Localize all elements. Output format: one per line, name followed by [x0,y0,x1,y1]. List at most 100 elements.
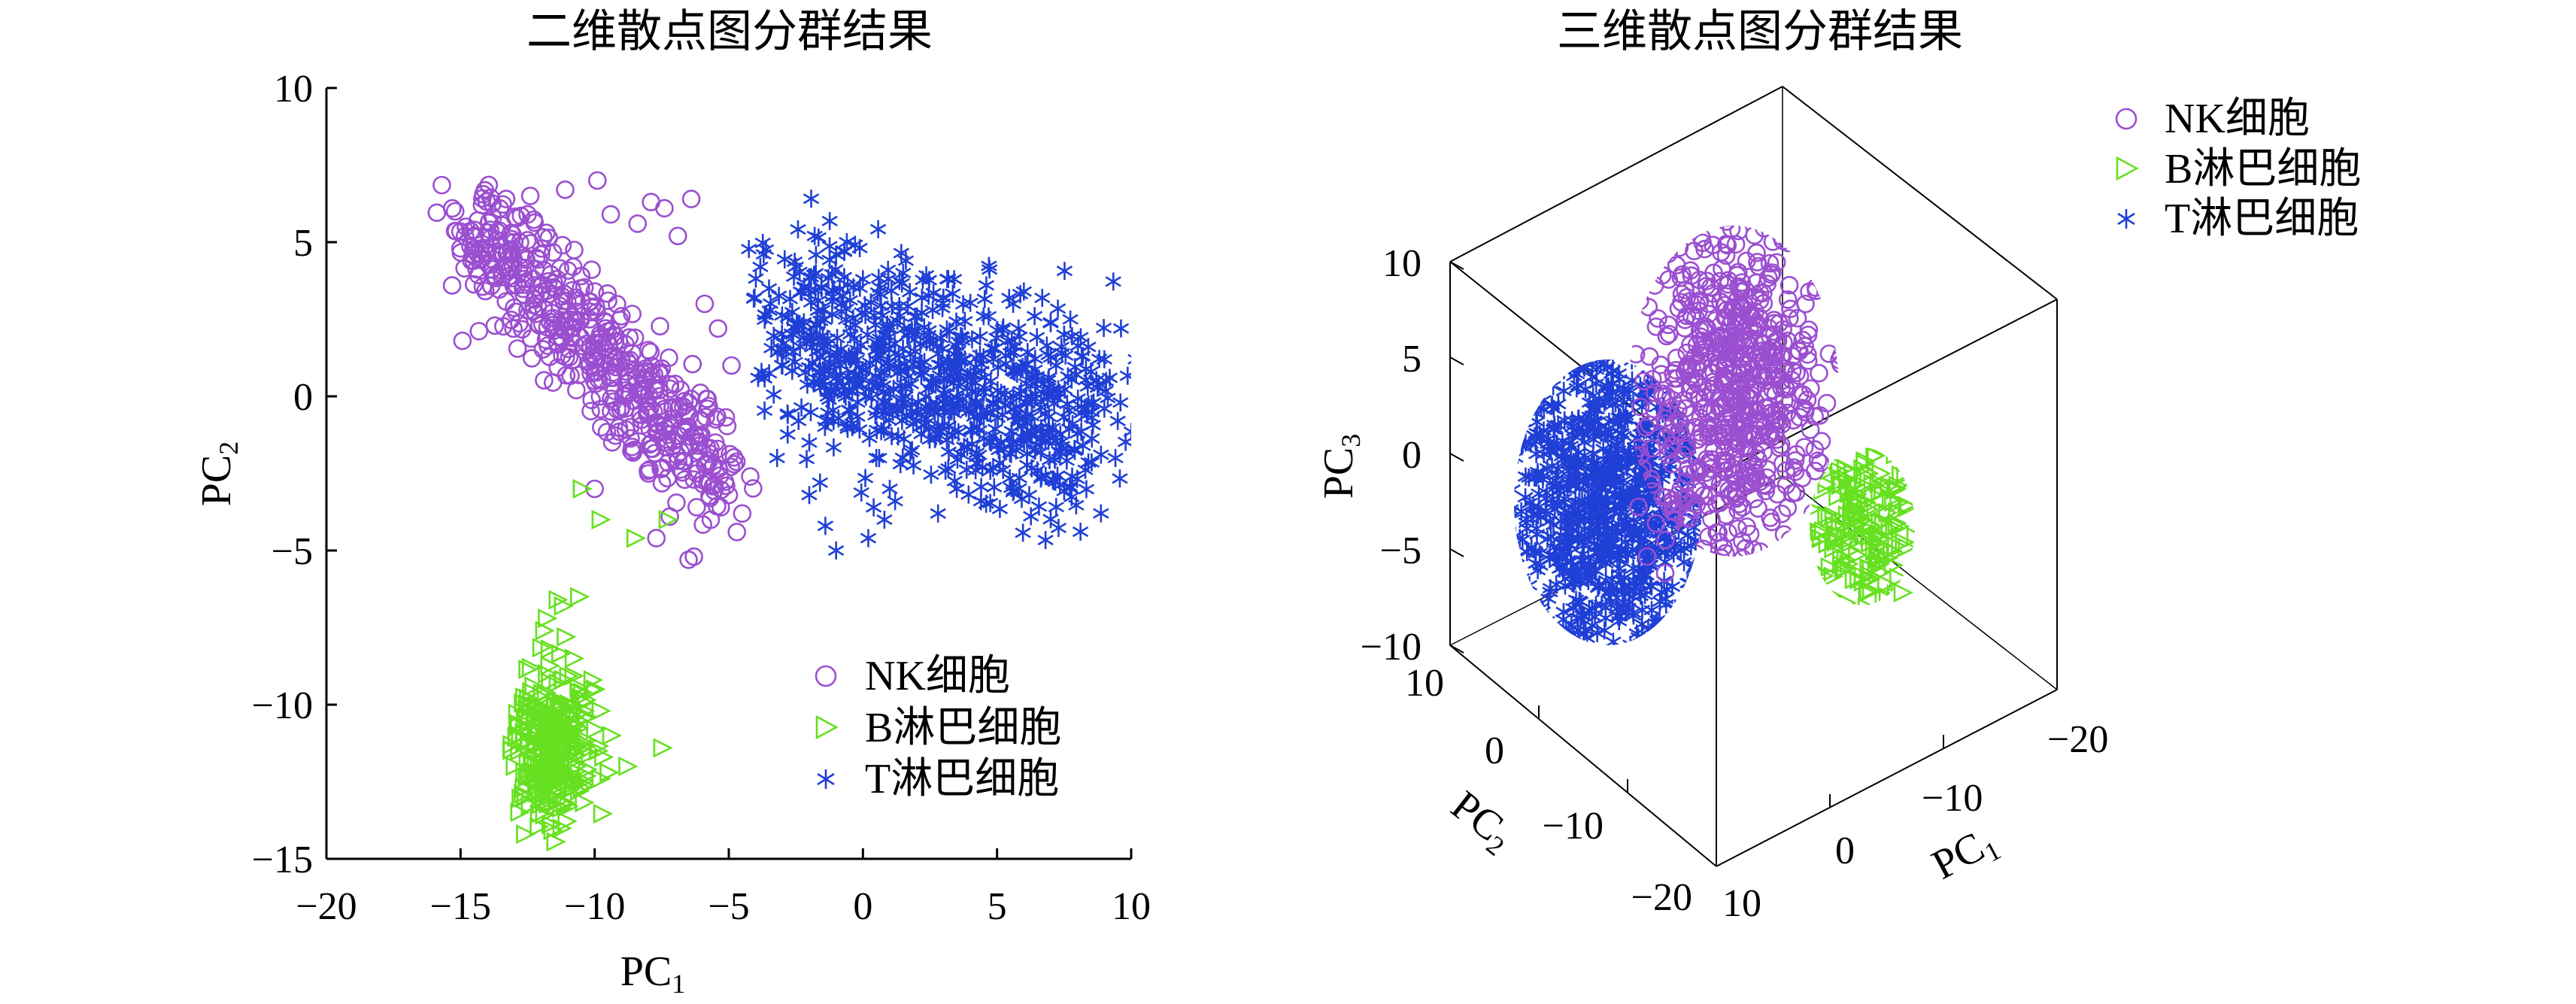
t-cell-point-3d [1673,712,1689,730]
chart-2d-x-label-sub: 1 [672,969,685,999]
t-cell-point [916,318,933,337]
b-cell-point [519,688,539,708]
b-cell-point [516,787,536,808]
t-cell-point [895,264,912,282]
nk-cell-point [540,312,560,332]
b-cell-point-3d [1845,475,1865,496]
t-cell-point [1056,481,1073,500]
t-cell-point [817,517,834,535]
t-cell-point-3d [1631,645,1646,663]
b-cell-point-3d [1864,541,1886,562]
x-tick-label: 10 [1112,885,1151,928]
chart-3d: 三维散点图分群结果 [1315,7,2361,925]
t-cell-point-3d [1657,553,1673,572]
nk-cell-point-3d [1673,490,1692,509]
nk-cell-point-3d [1651,355,1670,375]
b-cell-point [557,626,577,647]
b-cell-point-3d [1861,532,1881,554]
nk-cell-point [718,417,737,435]
t-cell-point [757,311,773,329]
nk-cell-point [473,277,493,296]
t-cell-point [753,362,770,381]
nk-cell-point [523,296,543,314]
nk-cell-point [596,313,615,332]
nk-cell-point-3d [1673,265,1692,284]
t-cell-point [1012,327,1028,346]
b-cell-point-3d [1810,520,1813,541]
nk-cell-point-3d [1792,399,1812,417]
nk-cell-point-3d [1772,227,1791,246]
t-cell-point [991,499,1009,518]
nk-cell-point-3d [1637,418,1655,437]
t-cell-point [1105,272,1121,291]
t-cell-point-3d [1528,632,1545,645]
tick-3d-x: −10 [1922,777,1983,820]
t-cell-point [1032,430,1048,449]
b-cell-point [618,756,639,777]
nk-cell-point-3d [1717,226,1736,231]
t-cell-point [972,492,989,511]
y-tick-label: −10 [252,684,313,727]
b-cell-point-3d [1868,549,1888,570]
nk-cell-point [582,297,602,317]
t-cell-point [1063,370,1080,389]
t-cell-point [1048,356,1064,375]
t-cell-point-3d [1556,411,1573,429]
t-cell-point [987,420,1004,438]
chart-2d-marks [427,171,1131,852]
t-cell-point-3d [1603,364,1620,383]
chart-3d-x-label-text: PC [1925,824,1992,889]
nk-cell-point-3d [1738,426,1757,446]
nk-cell-point-3d [1676,608,1692,624]
nk-cell-point-3d [1691,345,1710,365]
t-cell-point [890,427,906,446]
t-cell-point-3d [1569,648,1584,666]
b-cell-point-3d [1858,410,1875,426]
t-cell-point-3d [1598,317,1613,335]
t-cell-point [1112,393,1129,412]
b-cell-point-3d [1823,566,1844,587]
nk-cell-point-3d [1773,320,1792,339]
t-cell-point [1075,436,1091,455]
t-cell-point [822,381,839,399]
nk-cell-point-3d [1801,420,1820,439]
nk-cell-point-3d [1663,435,1682,455]
b-cell-point [559,796,579,817]
nk-cell-point-3d [1726,483,1746,502]
nk-cell-point [690,436,709,455]
nk-cell-point [695,294,715,314]
t-cell-point [910,393,927,412]
b-cell-point-3d [1872,528,1892,548]
nk-cell-point [687,498,706,517]
b-cell-point-3d [1836,549,1856,570]
t-cell-point-3d [1485,466,1500,484]
b-cell-point-3d [1777,532,1794,549]
t-cell-point [1091,375,1107,393]
nk-cell-point-3d [1800,282,1819,302]
nk-cell-point-3d [1763,232,1783,251]
nk-cell-point-3d [1730,606,1746,623]
t-cell-point [1042,510,1059,529]
b-cell-point [543,793,563,814]
t-cell-point-3d [1561,680,1576,698]
nk-cell-point-3d [1783,361,1802,381]
nk-cell-point-3d [1746,344,1766,363]
t-cell-point-3d [1529,561,1546,580]
nk-cell-point [623,305,642,323]
nk-cell-point [612,307,631,326]
t-cell-point-3d [1603,593,1619,611]
nk-cell-point [502,229,521,249]
t-cell-point-3d [1546,547,1564,566]
nk-cell-point [722,356,741,375]
nk-cell-point [522,349,542,368]
x-tick-label: 0 [853,885,872,928]
nk-cell-point-3d [1747,243,1766,262]
nk-cell-point-3d [1817,393,1837,413]
nk-cell-point [621,429,640,448]
t-cell-point-3d [1534,466,1552,485]
t-cell-point-3d [1597,510,1613,528]
nk-cell-point-3d [1794,385,1813,405]
t-cell-point [962,293,979,312]
b-cell-point-3d [1906,466,1915,487]
t-cell-point-3d [1524,388,1540,407]
